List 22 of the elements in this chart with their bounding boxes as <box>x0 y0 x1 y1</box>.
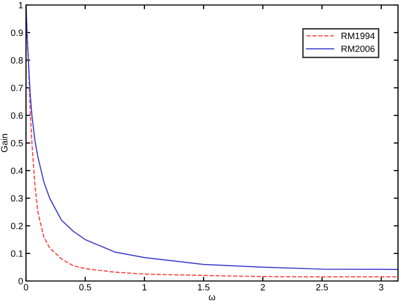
x-tick-label: 3 <box>379 284 384 290</box>
y-tick-label: 0.1 <box>11 250 23 257</box>
y-tick-label: 0 <box>18 278 23 284</box>
y-tick-label: 0.6 <box>11 112 23 119</box>
x-tick-label: 2 <box>260 284 265 290</box>
y-axis-title: Gain <box>0 134 8 152</box>
legend-label: RM1994 <box>342 32 375 40</box>
y-tick-label: 0.5 <box>11 140 23 146</box>
x-tick-label: 0.5 <box>79 284 92 290</box>
y-tick-label: 0.4 <box>11 168 23 174</box>
y-tick-label: 0.2 <box>11 222 23 230</box>
y-tick-label: 0.9 <box>11 30 23 36</box>
legend-label: RM2006 <box>342 46 375 52</box>
x-tick-label: 0 <box>24 284 28 290</box>
x-tick-label: 2.5 <box>316 284 328 290</box>
x-axis-title: ω <box>208 295 216 300</box>
y-tick-label: 0.7 <box>11 84 23 92</box>
y-tick-label: 0.8 <box>11 57 23 64</box>
x-tick-label: 1.5 <box>198 284 210 290</box>
y-tick-label: 0.3 <box>11 195 23 202</box>
y-tick-label: 1 <box>18 2 23 8</box>
x-tick-label: 1 <box>142 284 146 290</box>
